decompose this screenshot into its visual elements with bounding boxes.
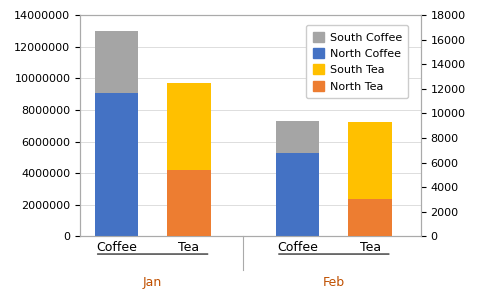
Bar (167, 170, 210, 236)
Legend: South Coffee, North Coffee, South Tea, North Tea: South Coffee, North Coffee, South Tea, N… (306, 25, 408, 98)
Bar (95, 93, 138, 236)
Bar (276, 121, 319, 153)
Text: Jan: Jan (143, 276, 162, 289)
Bar (167, 83, 210, 170)
Text: Feb: Feb (323, 276, 345, 289)
Bar (348, 199, 392, 236)
Bar (95, 31, 138, 93)
Bar (348, 122, 392, 199)
Bar (276, 153, 319, 236)
